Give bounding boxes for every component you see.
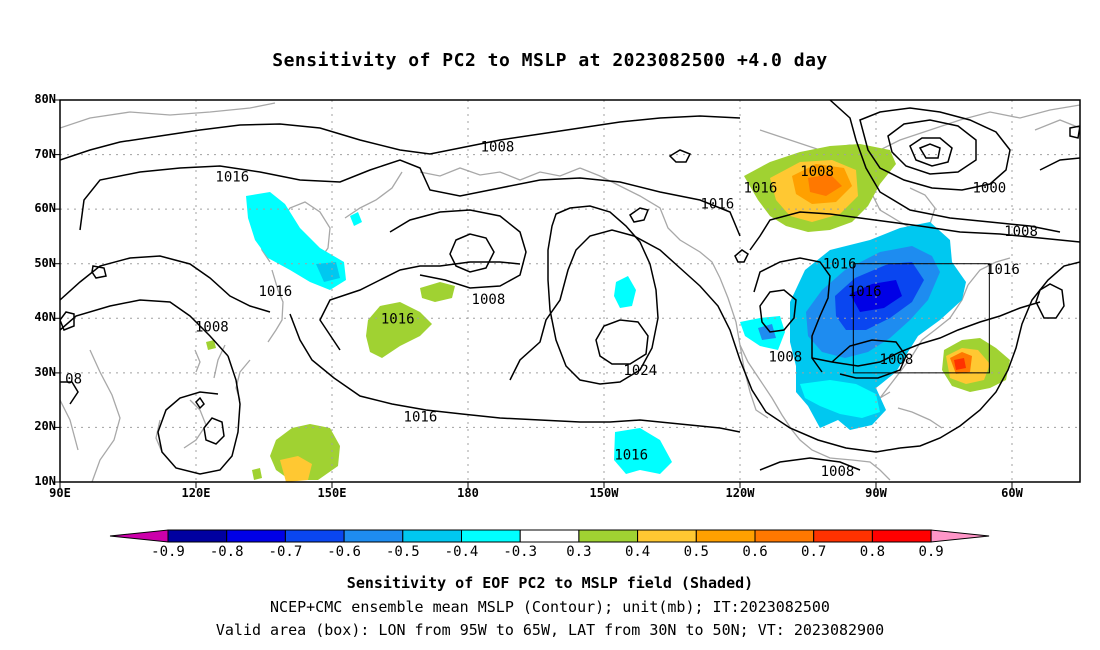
colorbar-swatch	[813, 529, 873, 543]
contour-label: 1016	[404, 410, 438, 426]
lat-label: 50N	[34, 256, 56, 270]
contour-label: 1000	[972, 180, 1006, 196]
contour-label: 1008	[195, 319, 229, 335]
colorbar-tick-label: -0.5	[385, 544, 420, 560]
shade-positive-pacific	[206, 282, 455, 482]
lat-label: 60N	[34, 201, 56, 215]
colorbar-tick-label: 0.8	[859, 544, 886, 560]
valid-area-box	[852, 263, 990, 374]
lat-label: 20N	[34, 419, 56, 433]
colorbar-tick-label: -0.6	[327, 544, 361, 560]
lat-label: 30N	[34, 365, 56, 379]
colorbar-tick-label: -0.8	[209, 544, 244, 560]
colorbar-arrow-high	[930, 529, 990, 543]
contour-label: 1008	[1004, 224, 1038, 240]
colorbar-swatch	[284, 529, 345, 543]
contour-label: 1016	[823, 257, 857, 273]
axis-ticks	[53, 99, 1013, 488]
colorbar-tick-label: 0.3	[566, 544, 592, 560]
colorbar-swatch	[519, 529, 580, 543]
colorbar	[109, 529, 990, 543]
colorbar-tick-label: 0.6	[742, 544, 768, 560]
footer-valid-area-caption: Valid area (box): LON from 95W to 65W, L…	[215, 621, 885, 639]
gridlines	[60, 100, 1080, 482]
contour-label: 1016	[744, 180, 778, 196]
mslp-contours	[60, 100, 1080, 475]
shade-negative-pacific-nw	[246, 192, 362, 290]
shading	[206, 144, 1010, 482]
colorbar-swatch	[871, 529, 932, 543]
contour-label: 1016	[986, 262, 1020, 278]
plot-frame	[59, 99, 1081, 483]
lon-label: 90W	[865, 486, 887, 500]
contour-label: 1008	[821, 464, 855, 480]
colorbar-swatch	[402, 529, 462, 543]
lon-label: 180	[457, 486, 479, 500]
colorbar-tick-label: 0.5	[683, 544, 709, 560]
colorbar-tick-label: -0.9	[151, 544, 185, 560]
contour-labels: 1008 1016 1016 1016 1008 1000 1008 1016 1016 1016…	[65, 139, 1038, 480]
lon-label: 150W	[589, 486, 619, 500]
colorbar-tick-label: 0.7	[801, 544, 827, 560]
colorbar-tick-label: 0.9	[918, 544, 944, 560]
map-title: Sensitivity of PC2 to MSLP at 2023082500…	[272, 50, 828, 71]
colorbar-arrow-low	[109, 529, 169, 543]
colorbar-tick-label: -0.4	[444, 544, 479, 560]
contour-label: 1008	[768, 349, 802, 365]
colorbar-tick-label: -0.7	[268, 544, 303, 560]
lat-label: 40N	[34, 310, 56, 324]
colorbar-swatch	[167, 529, 228, 543]
colorbar-tick-label: 0.4	[624, 544, 651, 560]
colorbar-swatch	[695, 529, 756, 543]
contour-label: 1008	[472, 292, 506, 308]
lon-label: 60W	[1001, 486, 1023, 500]
colorbar-swatch	[343, 529, 404, 543]
colorbar-swatch	[578, 529, 639, 543]
shade-positive-canada	[744, 144, 896, 232]
colorbar-swatch	[637, 529, 697, 543]
lon-label: 120W	[725, 486, 755, 500]
contour-label: 1016	[215, 169, 249, 185]
contour-label: 1016	[700, 197, 734, 213]
contour-label: 1016	[848, 284, 882, 300]
lat-label: 70N	[34, 147, 56, 161]
colorbar-swatch	[754, 529, 815, 543]
contour-label: 1008	[800, 164, 834, 180]
contour-label: 1008	[481, 139, 515, 155]
contour-label: 1016	[614, 448, 648, 464]
lon-label: 150E	[317, 486, 347, 500]
lon-label: 90E	[49, 486, 71, 500]
footer-shading-caption: Sensitivity of EOF PC2 to MSLP field (Sh…	[346, 574, 754, 592]
lat-label: 10N	[34, 474, 56, 488]
shade-negative-pacific-central	[614, 276, 672, 474]
contour-label: 1024	[623, 363, 657, 379]
contour-label: 08	[65, 371, 82, 387]
colorbar-swatch	[226, 529, 286, 543]
colorbar-swatch	[461, 529, 521, 543]
contour-label: 1016	[381, 311, 415, 327]
shade-positive-atlantic	[942, 338, 1010, 392]
contour-label: 1016	[258, 284, 292, 300]
footer-contour-caption: NCEP+CMC ensemble mean MSLP (Contour); u…	[270, 598, 830, 616]
shade-negative-north-america	[740, 222, 966, 430]
lon-label: 120E	[181, 486, 211, 500]
lat-label: 80N	[34, 92, 56, 106]
colorbar-tick-label: -0.3	[503, 544, 538, 560]
contour-label: 1008	[880, 352, 914, 368]
